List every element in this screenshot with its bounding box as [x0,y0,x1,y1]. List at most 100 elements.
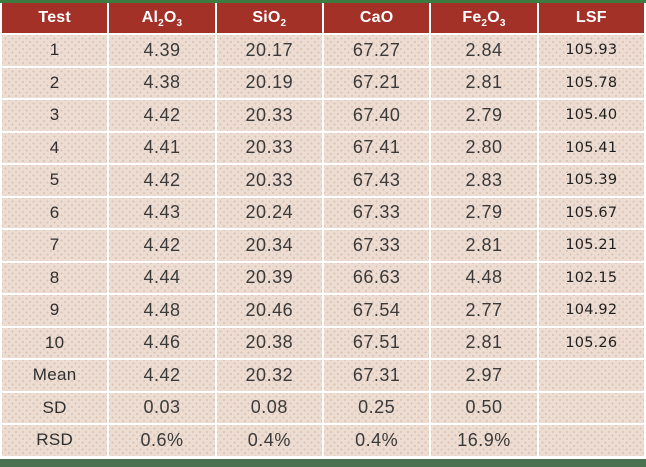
table-row: RSD 0.6% 0.4% 0.4% 16.9% [2,425,644,456]
cell-value: 20.34 [216,230,322,261]
table-row: 5 4.42 20.33 67.43 2.83 105.39 [2,165,644,196]
top-border-bar [0,0,646,3]
row-label: 6 [2,197,108,228]
cell-value: 2.80 [431,132,537,163]
lsf-value: 105.93 [538,35,644,66]
cell-value: 67.31 [323,360,430,391]
cell-value: 0.08 [216,392,322,423]
lsf-value [538,392,644,423]
row-label: 5 [2,165,108,196]
cell-value: 0.50 [431,392,537,423]
composition-table: Test Al2O3 SiO2 CaO Fe2O3 LSF 1 4.39 20.17 67.27… [0,1,646,458]
table-row: 3 4.42 20.33 67.40 2.79 105.40 [2,100,644,131]
lsf-value: 105.78 [538,67,644,98]
cell-value: 2.84 [431,35,537,66]
row-label: SD [2,392,108,423]
cell-value: 2.79 [431,100,537,131]
header-row: Test Al2O3 SiO2 CaO Fe2O3 LSF [2,3,644,33]
cell-value: 2.81 [431,230,537,261]
lsf-value: 105.21 [538,230,644,261]
table-row: 7 4.42 20.34 67.33 2.81 105.21 [2,230,644,261]
column-header-cao: CaO [323,3,430,33]
cell-value: 4.46 [109,327,215,358]
cell-value: 2.79 [431,197,537,228]
lsf-value [538,360,644,391]
cell-value: 67.27 [323,35,430,66]
cell-value: 2.97 [431,360,537,391]
cell-value: 67.21 [323,67,430,98]
lsf-value: 104.92 [538,295,644,326]
lsf-value: 105.41 [538,132,644,163]
table-row: 4 4.41 20.33 67.41 2.80 105.41 [2,132,644,163]
cell-value: 67.40 [323,100,430,131]
row-label: 4 [2,132,108,163]
cell-value: 2.83 [431,165,537,196]
row-label: 1 [2,35,108,66]
cell-value: 67.51 [323,327,430,358]
lsf-value: 105.39 [538,165,644,196]
row-label: RSD [2,425,108,456]
row-label: 8 [2,262,108,293]
column-header-fe2o3: Fe2O3 [431,3,537,33]
cell-value: 20.24 [216,197,322,228]
table-row: 9 4.48 20.46 67.54 2.77 104.92 [2,295,644,326]
lsf-value: 105.26 [538,327,644,358]
cell-value: 16.9% [431,425,537,456]
lsf-value: 102.15 [538,262,644,293]
cell-value: 0.6% [109,425,215,456]
table-row: 2 4.38 20.19 67.21 2.81 105.78 [2,67,644,98]
cell-value: 20.33 [216,100,322,131]
cell-value: 4.42 [109,360,215,391]
bottom-border-bar [0,459,646,467]
cell-value: 4.44 [109,262,215,293]
cell-value: 20.38 [216,327,322,358]
column-header-sio2: SiO2 [216,3,322,33]
table-row: Mean 4.42 20.32 67.31 2.97 [2,360,644,391]
row-label: 9 [2,295,108,326]
column-header-test: Test [2,3,108,33]
row-label: Mean [2,360,108,391]
table-row: 10 4.46 20.38 67.51 2.81 105.26 [2,327,644,358]
row-label: 10 [2,327,108,358]
column-header-al2o3: Al2O3 [109,3,215,33]
column-header-lsf: LSF [538,3,644,33]
cell-value: 4.39 [109,35,215,66]
cell-value: 2.81 [431,67,537,98]
cell-value: 20.39 [216,262,322,293]
cell-value: 4.42 [109,165,215,196]
table-body: 1 4.39 20.17 67.27 2.84 105.93 2 4.38 20.19 67.21… [2,35,644,456]
cell-value: 20.46 [216,295,322,326]
row-label: 2 [2,67,108,98]
cell-value: 0.25 [323,392,430,423]
table-row: 8 4.44 20.39 66.63 4.48 102.15 [2,262,644,293]
cell-value: 67.33 [323,230,430,261]
cell-value: 4.42 [109,100,215,131]
cell-value: 20.33 [216,132,322,163]
row-label: 7 [2,230,108,261]
cell-value: 4.38 [109,67,215,98]
cell-value: 4.42 [109,230,215,261]
cell-value: 0.4% [323,425,430,456]
cell-value: 20.32 [216,360,322,391]
table-header: Test Al2O3 SiO2 CaO Fe2O3 LSF [2,3,644,33]
cell-value: 4.48 [431,262,537,293]
cell-value: 4.48 [109,295,215,326]
cell-value: 67.41 [323,132,430,163]
cell-value: 20.19 [216,67,322,98]
cell-value: 2.81 [431,327,537,358]
cell-value: 0.03 [109,392,215,423]
row-label: 3 [2,100,108,131]
table-row: 1 4.39 20.17 67.27 2.84 105.93 [2,35,644,66]
cell-value: 4.43 [109,197,215,228]
cell-value: 20.33 [216,165,322,196]
cell-value: 20.17 [216,35,322,66]
lsf-value: 105.40 [538,100,644,131]
cell-value: 67.43 [323,165,430,196]
table-row: 6 4.43 20.24 67.33 2.79 105.67 [2,197,644,228]
cell-value: 66.63 [323,262,430,293]
cell-value: 2.77 [431,295,537,326]
cell-value: 0.4% [216,425,322,456]
lsf-value: 105.67 [538,197,644,228]
cell-value: 67.54 [323,295,430,326]
